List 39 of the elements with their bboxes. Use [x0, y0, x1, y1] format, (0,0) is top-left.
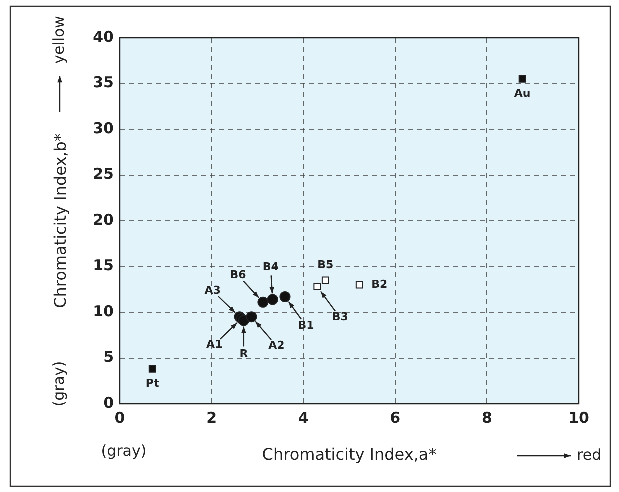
- x-tick-label: 6: [390, 408, 401, 427]
- point: [518, 75, 526, 83]
- annotation: A2: [268, 338, 285, 352]
- y-tick-label: 25: [93, 165, 114, 184]
- annotation: Au: [514, 87, 531, 100]
- annotation: B6: [230, 268, 247, 282]
- point: [148, 366, 156, 373]
- point: [258, 296, 269, 308]
- text: yellow: [50, 16, 68, 64]
- text: red: [577, 446, 602, 464]
- annotation: A1: [206, 338, 223, 351]
- annotation: A3: [204, 284, 221, 297]
- y-tick-label: 40: [93, 28, 114, 46]
- y-tick-label: 5: [104, 348, 114, 366]
- point: [280, 291, 291, 302]
- y-tick-label: 15: [93, 256, 114, 275]
- y-tick-label: 30: [93, 119, 114, 138]
- x-tick-label: 4: [298, 408, 309, 427]
- y-tick-label: 20: [93, 210, 114, 229]
- point: [356, 281, 364, 289]
- annotation: B2: [372, 278, 388, 291]
- text: (gray): [50, 361, 68, 407]
- y-tick-label: 0: [104, 394, 114, 412]
- annotation: B3: [332, 310, 348, 324]
- point: [322, 276, 330, 284]
- point: [267, 294, 278, 306]
- y-tick-label: 35: [93, 74, 114, 92]
- y-tick-label: 10: [93, 302, 114, 320]
- annotation: R: [240, 348, 249, 361]
- y-axis-title: Chromaticity Index,b*: [51, 134, 70, 308]
- annotation: Pt: [146, 377, 160, 390]
- x-axis-title: Chromaticity Index,a*: [262, 445, 437, 464]
- text: (gray): [101, 442, 147, 460]
- x-tick-label: 10: [568, 408, 590, 427]
- annotation: B1: [298, 318, 314, 332]
- x-tick-label: 8: [482, 408, 492, 427]
- point: [314, 283, 322, 291]
- x-tick-label: 2: [206, 408, 218, 427]
- point: [246, 312, 258, 323]
